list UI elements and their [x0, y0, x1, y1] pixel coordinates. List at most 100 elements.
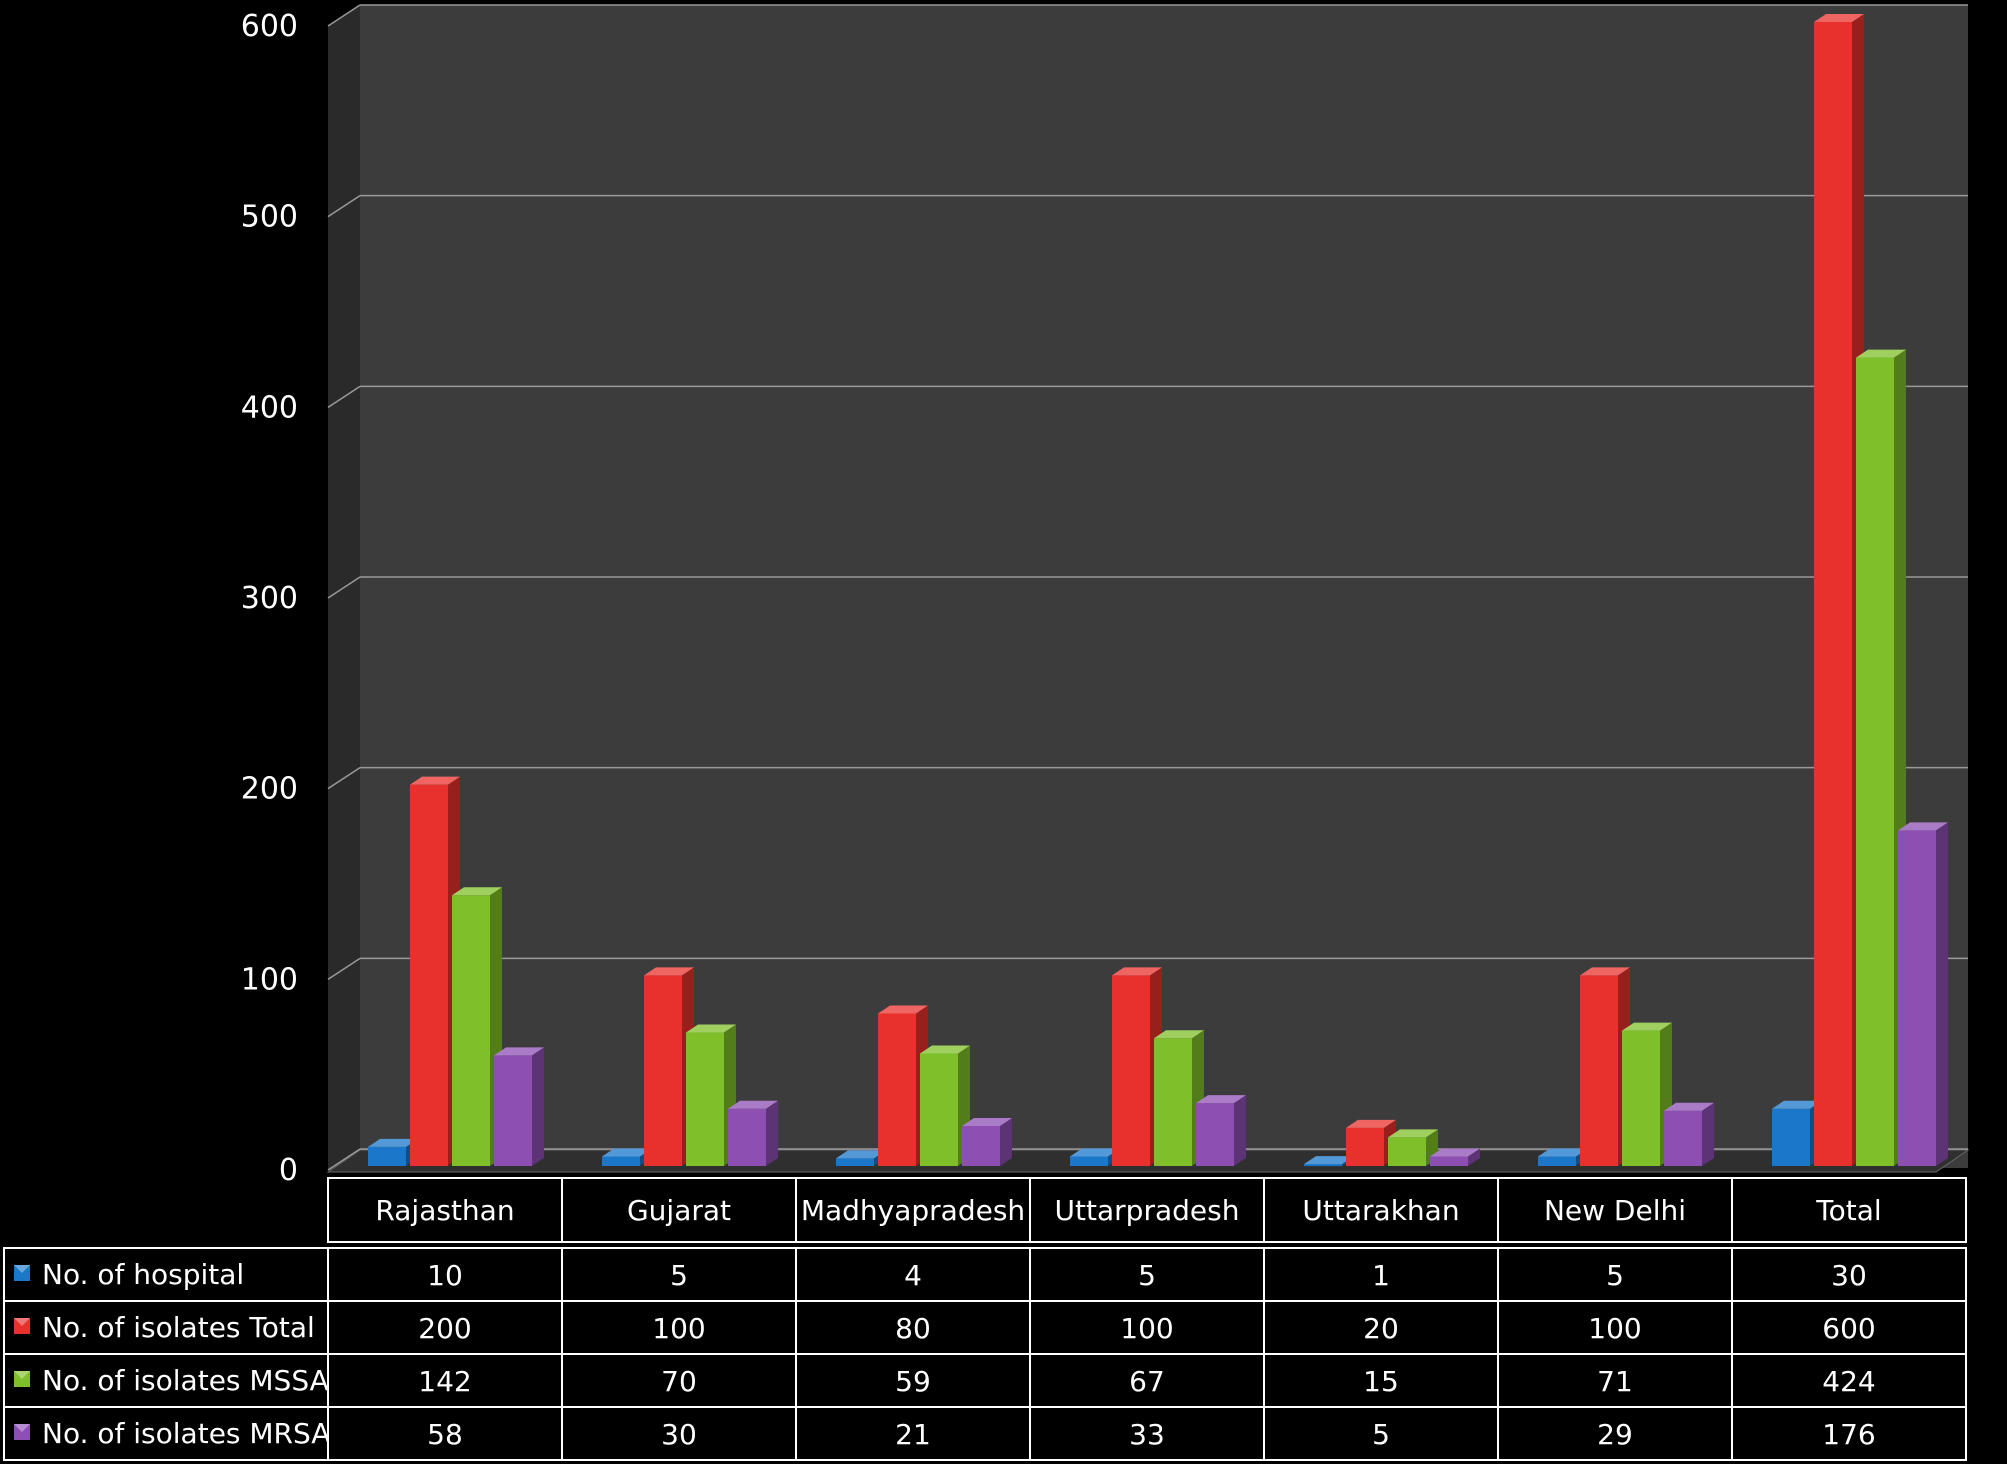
table-header-cell	[1029, 1177, 1265, 1243]
y-tick-label: 300	[241, 581, 298, 616]
legend-cell	[3, 1247, 329, 1302]
data-label: 67	[1129, 1365, 1165, 1398]
data-label: 100	[1120, 1312, 1173, 1345]
table-cell	[1263, 1353, 1499, 1408]
category-label: Madhyapradesh	[801, 1194, 1025, 1227]
table-cell	[561, 1353, 797, 1408]
data-label: 5	[1138, 1259, 1156, 1292]
gridline-side	[327, 1148, 361, 1171]
table-cell	[1731, 1353, 1967, 1408]
bar	[1388, 1129, 1438, 1166]
y-tick-label: 600	[241, 9, 298, 44]
gridline-side	[327, 957, 361, 980]
table-cell	[1731, 1406, 1967, 1461]
data-label: 5	[1606, 1259, 1624, 1292]
legend-key	[14, 1318, 30, 1334]
legend-label: No. of hospital	[42, 1258, 244, 1291]
data-label: 142	[418, 1365, 471, 1398]
data-label: 5	[670, 1259, 688, 1292]
bar	[878, 1005, 928, 1166]
legend-label: No. of isolates Total	[42, 1311, 315, 1344]
gridline-side	[327, 576, 361, 599]
data-label: 59	[895, 1365, 931, 1398]
data-label: 5	[1372, 1418, 1390, 1451]
table-cell	[1731, 1247, 1967, 1302]
table-cell	[327, 1247, 563, 1302]
table-cell	[1497, 1247, 1733, 1302]
table-cell	[795, 1300, 1031, 1355]
table-cell	[1497, 1406, 1733, 1461]
gridline-side	[327, 767, 361, 790]
table-cell	[327, 1406, 563, 1461]
data-label: 30	[661, 1418, 697, 1451]
legend-cell	[3, 1300, 329, 1355]
legend-key	[14, 1265, 30, 1281]
legend-label: No. of isolates MRSA	[42, 1417, 330, 1450]
table-cell	[561, 1247, 797, 1302]
legend-label: No. of isolates MSSA	[42, 1364, 329, 1397]
data-label: 10	[427, 1259, 463, 1292]
table-cell	[1263, 1406, 1499, 1461]
category-label: Gujarat	[627, 1194, 731, 1227]
y-axis-ticks: 0 100 200 300 400 500 600	[241, 9, 298, 1188]
data-label: 30	[1831, 1259, 1867, 1292]
table-cell	[327, 1353, 563, 1408]
gridline-side	[327, 385, 361, 408]
data-label: 1	[1372, 1259, 1390, 1292]
bar	[728, 1100, 778, 1166]
table-cell	[795, 1247, 1031, 1302]
data-label: 33	[1129, 1418, 1165, 1451]
table-header-cell	[327, 1177, 563, 1243]
category-label: Uttarpradesh	[1055, 1194, 1240, 1227]
y-tick-label: 400	[241, 390, 298, 425]
legend-key	[14, 1371, 30, 1387]
category-label: Rajasthan	[375, 1194, 514, 1227]
table-cell	[1731, 1300, 1967, 1355]
data-label: 424	[1822, 1365, 1875, 1398]
data-label: 80	[895, 1312, 931, 1345]
data-label: 71	[1597, 1365, 1633, 1398]
legend-key	[14, 1424, 30, 1440]
data-label: 21	[895, 1418, 931, 1451]
bar	[644, 967, 694, 1166]
gridline-side	[327, 4, 361, 27]
table-cell	[1497, 1353, 1733, 1408]
data-label: 200	[418, 1312, 471, 1345]
bar	[962, 1117, 1012, 1166]
category-label: Total	[1815, 1194, 1881, 1227]
bar	[1622, 1022, 1672, 1166]
y-tick-label: 0	[279, 1153, 298, 1188]
legend-cell	[3, 1406, 329, 1461]
data-label: 100	[1588, 1312, 1641, 1345]
data-label: 70	[661, 1365, 697, 1398]
table-header-cell	[561, 1177, 797, 1243]
data-label: 58	[427, 1418, 463, 1451]
bars	[368, 14, 1948, 1167]
data-label: 20	[1363, 1312, 1399, 1345]
table-header-cell	[795, 1177, 1031, 1243]
table-header-cell	[1731, 1177, 1967, 1243]
data-label: 29	[1597, 1418, 1633, 1451]
bar	[1664, 1102, 1714, 1166]
data-label: 176	[1822, 1418, 1875, 1451]
y-tick-label: 500	[241, 200, 298, 235]
bar	[1196, 1095, 1246, 1166]
legend-cell	[3, 1353, 329, 1408]
data-label: 4	[904, 1259, 922, 1292]
y-tick-label: 200	[241, 772, 298, 807]
table-cell	[1029, 1247, 1265, 1302]
y-tick-label: 100	[241, 962, 298, 997]
table-cell	[1029, 1353, 1265, 1408]
bar	[1898, 822, 1948, 1166]
gridline-side	[327, 195, 361, 218]
table-cell	[1497, 1300, 1733, 1355]
category-label: New Delhi	[1544, 1194, 1686, 1227]
table-cell	[561, 1406, 797, 1461]
data-label: 15	[1363, 1365, 1399, 1398]
data-label: 600	[1822, 1312, 1875, 1345]
data-table: Rajasthan Gujarat Madhyapradesh Uttarprades…	[3, 1177, 1967, 1461]
back-wall	[360, 5, 1968, 1168]
table-cell	[1263, 1247, 1499, 1302]
table-cell	[795, 1353, 1031, 1408]
